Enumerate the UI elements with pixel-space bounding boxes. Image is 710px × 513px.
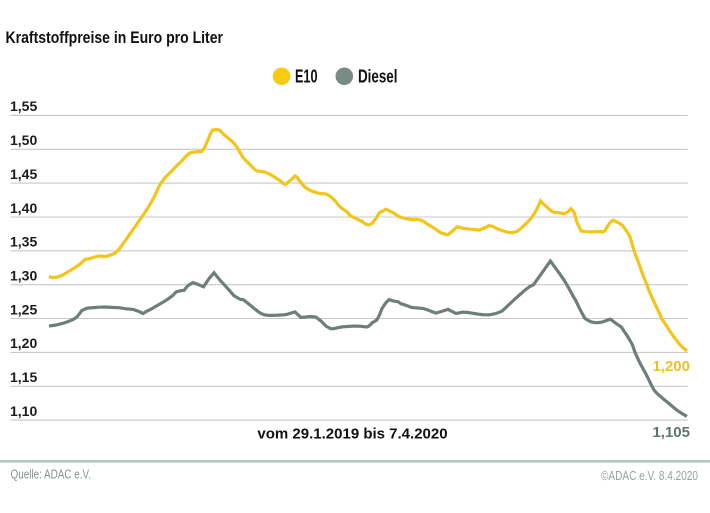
svg-text:1,55: 1,55 [10, 98, 37, 114]
svg-text:1,40: 1,40 [10, 200, 37, 216]
svg-text:E10: E10 [295, 67, 318, 87]
svg-text:1,15: 1,15 [10, 369, 37, 385]
svg-text:1,20: 1,20 [10, 335, 37, 351]
svg-text:1,30: 1,30 [10, 268, 37, 284]
svg-text:Kraftstoffpreise in Euro pro L: Kraftstoffpreise in Euro pro Liter [6, 28, 224, 47]
svg-text:1,35: 1,35 [10, 234, 37, 250]
svg-text:Diesel: Diesel [358, 67, 398, 87]
svg-text:1,200: 1,200 [652, 358, 690, 375]
svg-text:1,10: 1,10 [10, 403, 37, 419]
svg-text:©ADAC e.V. 8.4.2020: ©ADAC e.V. 8.4.2020 [601, 468, 698, 483]
svg-text:1,105: 1,105 [652, 424, 690, 441]
svg-text:vom 29.1.2019 bis 7.4.2020: vom 29.1.2019 bis 7.4.2020 [257, 426, 447, 443]
svg-text:1,50: 1,50 [10, 132, 37, 148]
svg-text:1,45: 1,45 [10, 166, 37, 182]
svg-text:Quelle: ADAC e.V.: Quelle: ADAC e.V. [11, 467, 92, 482]
svg-text:1,25: 1,25 [10, 301, 37, 317]
